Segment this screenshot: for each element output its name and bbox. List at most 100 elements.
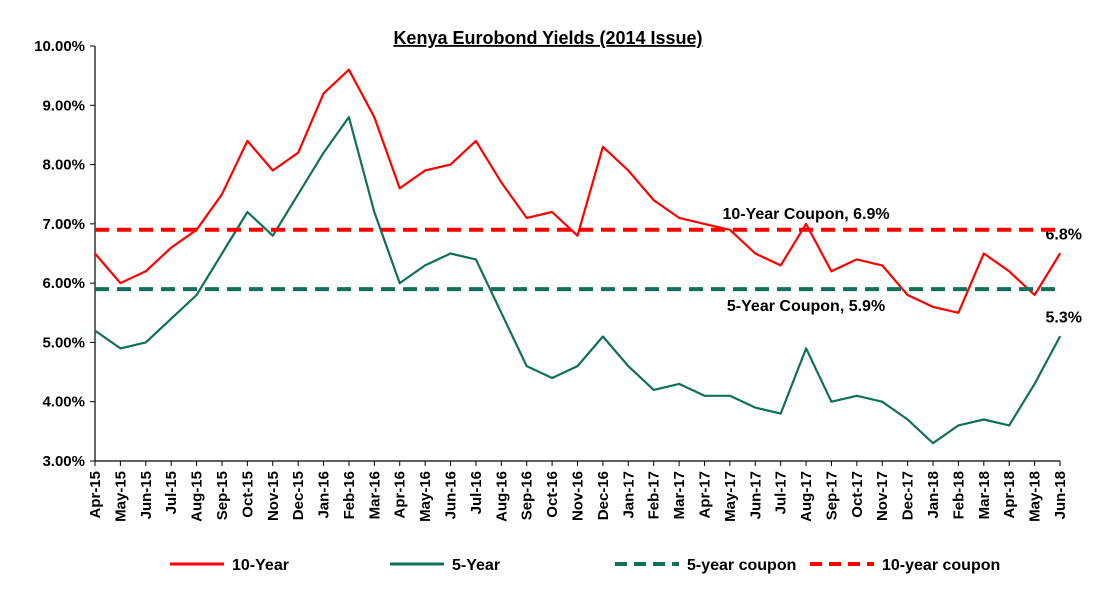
x-axis-ticks: Apr-15 May-15 Jun-15 Jul-15 Aug-15 Sep-15 Oct-…	[87, 461, 1069, 522]
x-tick-label: Jan-18	[925, 471, 942, 519]
legend-label: 5-year coupon	[687, 557, 796, 574]
10-year-point	[119, 282, 122, 284]
5-year-point	[246, 211, 249, 213]
x-tick-label: May-17	[722, 471, 739, 522]
5-year-point	[348, 116, 350, 118]
x-tick-label: Aug-17	[798, 471, 815, 522]
10-year-point	[170, 246, 172, 249]
chart-title: Kenya Eurobond Yields (2014 Issue)	[393, 28, 702, 48]
5-year-point	[475, 258, 477, 261]
5-year-line	[94, 115, 1061, 445]
10-year-point	[906, 294, 909, 296]
5-year-point	[119, 347, 122, 350]
x-tick-label: Feb-16	[341, 471, 358, 519]
10-year-point	[1033, 294, 1036, 296]
5-year-point	[297, 193, 299, 196]
x-tick-label: Feb-18	[950, 471, 967, 519]
x-tick-label: Apr-18	[1001, 471, 1018, 519]
series-lines: 6.8%5.3%	[94, 68, 1082, 445]
5-year-point	[856, 394, 858, 397]
5-year-point	[703, 394, 706, 397]
10-year-point	[627, 169, 630, 172]
x-tick-label: Dec-16	[595, 471, 612, 520]
10-year-point	[551, 211, 553, 213]
5-year-point	[881, 400, 884, 403]
5-year-point	[221, 252, 223, 255]
legend-item-10-year: 10-Year	[170, 557, 289, 574]
y-tick-label: 7.00%	[42, 216, 85, 233]
10-year-point	[678, 217, 680, 219]
5-year-point	[500, 311, 503, 314]
y-tick-label: 10.00%	[34, 38, 85, 55]
10-year-point	[449, 163, 452, 166]
10-year-point	[221, 193, 223, 196]
10-year-point	[805, 223, 807, 225]
10-year-point	[398, 187, 401, 190]
legend-item-10-year-coupon: 10-year coupon	[810, 557, 1000, 574]
x-tick-label: Jul-16	[468, 471, 485, 514]
x-tick-label: Mar-16	[366, 471, 383, 519]
y-axis-ticks: 3.00% 4.00% 5.00% 6.00% 7.00% 8.00% 9.00% 10.00…	[34, 38, 95, 470]
x-tick-label: Jan-17	[620, 471, 637, 519]
5-year-point	[525, 365, 528, 367]
x-tick-label: Jul-15	[163, 471, 180, 514]
5-year-point	[906, 418, 909, 421]
y-tick-label: 9.00%	[42, 97, 85, 114]
10-year-point	[500, 181, 503, 184]
y-tick-label: 6.00%	[42, 275, 85, 292]
legend-label: 10-year coupon	[882, 557, 1000, 574]
10-year-point	[729, 228, 731, 231]
legend-item-5-year: 5-Year	[390, 557, 500, 574]
5-year-point	[754, 406, 757, 409]
x-tick-label: Jun-15	[138, 471, 155, 519]
10-year-point	[144, 270, 147, 273]
annotations: 10-Year Coupon, 6.9% 5-Year Coupon, 5.9%	[722, 206, 889, 315]
5-year-point	[576, 365, 579, 367]
5-year-point	[449, 252, 452, 255]
5-year-point	[195, 294, 198, 296]
10-year-point	[322, 92, 325, 95]
x-tick-label: Oct-16	[544, 471, 561, 518]
x-tick-label: Sep-17	[823, 471, 840, 520]
5-year-point	[602, 335, 604, 338]
5-year-point	[830, 400, 833, 403]
x-tick-label: Mar-17	[671, 471, 688, 519]
5-year-point	[1059, 335, 1061, 338]
x-tick-label: Feb-17	[646, 471, 663, 519]
x-tick-label: May-16	[417, 471, 434, 522]
10-year-line	[94, 68, 1061, 314]
axes	[94, 46, 1060, 462]
10-year-point	[1008, 270, 1011, 273]
5-year-point	[551, 377, 553, 379]
10-year-point	[602, 145, 604, 148]
x-tick-label: May-18	[1027, 471, 1044, 522]
10-year-point	[576, 234, 579, 237]
5-year-point	[627, 365, 630, 367]
y-tick-label: 8.00%	[42, 157, 85, 174]
10-year-point	[297, 151, 299, 154]
5-year-point	[398, 282, 401, 284]
10-year-point	[881, 264, 884, 267]
x-tick-label: Nov-16	[570, 471, 587, 521]
x-tick-label: Sep-16	[519, 471, 536, 520]
legend-item-5-year-coupon: 5-year coupon	[615, 557, 796, 574]
x-tick-label: Jun-18	[1052, 471, 1069, 519]
x-tick-label: Apr-15	[87, 471, 104, 519]
x-tick-label: Oct-15	[239, 471, 256, 518]
5-year-point	[779, 412, 782, 415]
10-year-point	[424, 169, 426, 172]
x-tick-label: Mar-18	[976, 471, 993, 519]
5-year-point	[678, 383, 680, 385]
10-year-point	[94, 252, 96, 255]
10-year-point	[703, 223, 706, 225]
10-year-point	[1059, 252, 1061, 255]
coupon-annotation: 5-Year Coupon, 5.9%	[727, 298, 885, 315]
legend-label: 5-Year	[452, 557, 500, 574]
10-year-point	[830, 270, 833, 273]
x-tick-label: Jun-17	[747, 471, 764, 519]
x-tick-label: Aug-15	[189, 471, 206, 522]
5-year-point	[805, 347, 807, 350]
10-year-point	[475, 140, 477, 142]
